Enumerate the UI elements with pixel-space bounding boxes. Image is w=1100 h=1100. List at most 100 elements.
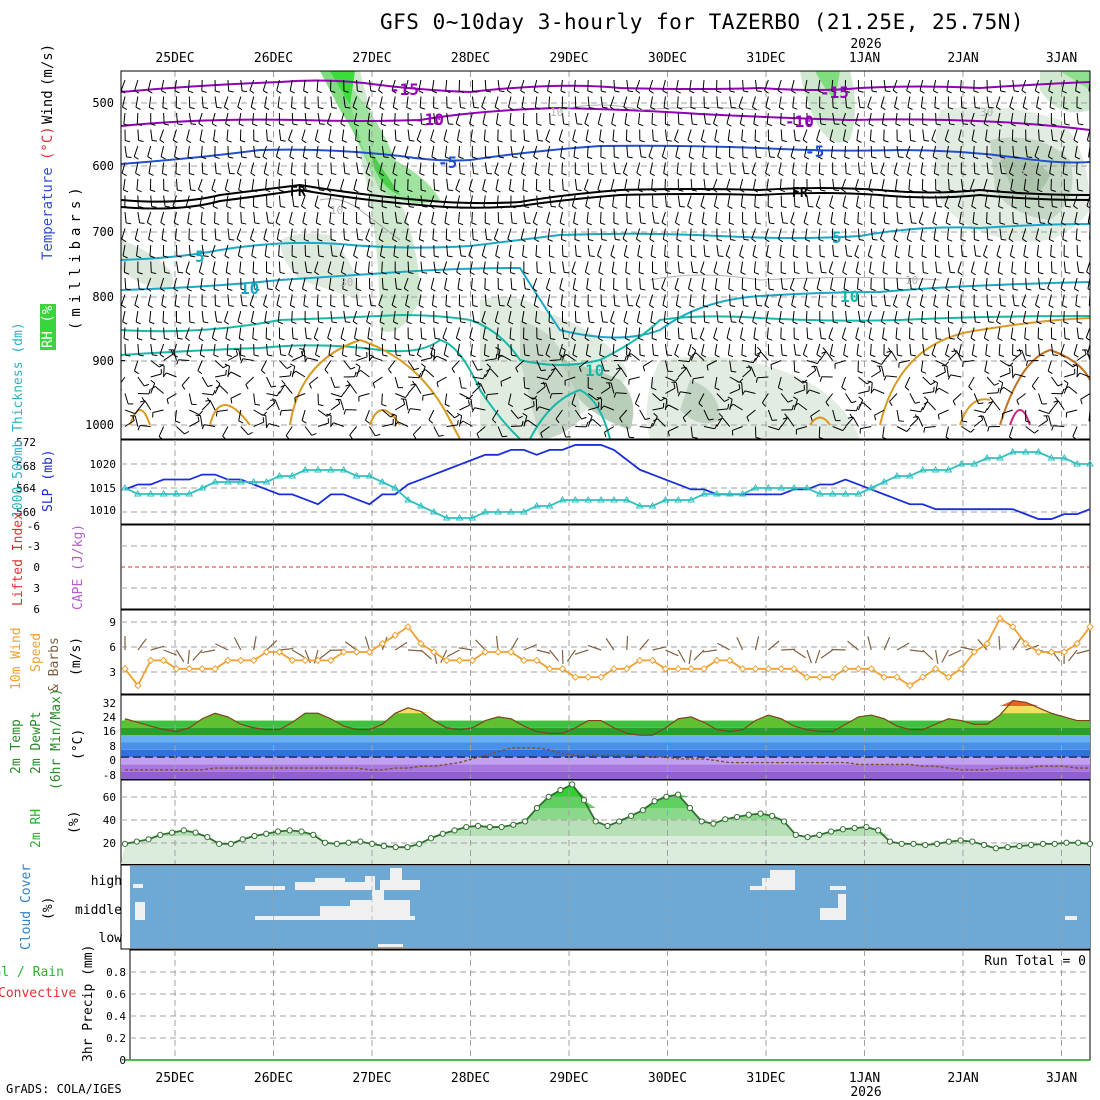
- upper-wind-barb: [742, 294, 745, 306]
- upper-wind-barb-flag: [910, 354, 916, 357]
- upper-wind-barb: [662, 79, 666, 91]
- upper-wind-barb-flag: [137, 425, 141, 431]
- upper-wind-barb-flag: [407, 189, 413, 192]
- upper-wind-barb: [918, 211, 924, 223]
- upper-wind-barb-flag: [434, 189, 440, 192]
- upper-wind-barb-flag: [316, 222, 322, 226]
- upper-wind-barb: [393, 178, 396, 191]
- upper-wind-barb: [986, 310, 990, 322]
- upper-wind-barb-flag: [688, 288, 694, 292]
- upper-wind-barb: [1012, 353, 1022, 361]
- upper-wind-barb: [406, 96, 409, 108]
- upper-wind-barb: [806, 112, 809, 125]
- contour-label: 10: [1020, 168, 1033, 181]
- upper-wind-barb-flag: [1024, 272, 1030, 275]
- upper-wind-barb: [158, 426, 165, 437]
- upper-wind-barb: [379, 96, 383, 108]
- upper-wind-barb-flag: [303, 238, 310, 242]
- upper-wind-barb: [778, 228, 782, 240]
- upper-wind-barb-flag: [624, 255, 629, 259]
- dewpt-label: 2m DewPt: [29, 711, 44, 774]
- upper-wind-barb: [690, 178, 693, 191]
- upper-wind-barb: [845, 244, 848, 256]
- upper-wind-barb-flag: [856, 205, 862, 209]
- wind-barb: [781, 648, 796, 651]
- upper-wind-barb: [573, 145, 576, 157]
- pressure-tick: 700: [92, 225, 114, 239]
- upper-wind-barb-flag: [937, 414, 940, 420]
- upper-wind-barb: [739, 244, 744, 256]
- upper-wind-barb: [245, 376, 255, 386]
- upper-wind-barb: [444, 145, 448, 157]
- upper-wind-barb-flag: [289, 156, 295, 160]
- upper-wind-barb-flag: [1035, 90, 1040, 94]
- wind-barb: [977, 639, 988, 651]
- upper-wind-barb-flag: [615, 172, 621, 175]
- upper-wind-barb: [549, 327, 551, 339]
- rh-tick: 60: [103, 791, 116, 804]
- upper-wind-barb: [213, 277, 216, 290]
- wind-barb: [510, 637, 519, 651]
- upper-wind-barb: [882, 327, 885, 339]
- upper-wind-barb-flag: [225, 189, 230, 193]
- upper-wind-barb-flag: [291, 321, 297, 325]
- upper-wind-barb: [909, 211, 913, 223]
- upper-wind-barb-flag: [447, 255, 453, 258]
- upper-wind-barb-flag: [203, 255, 209, 258]
- upper-wind-barb: [199, 415, 203, 427]
- upper-wind-barb: [484, 294, 487, 306]
- upper-wind-barb: [122, 310, 126, 322]
- upper-wind-barb-flag: [843, 288, 849, 292]
- upper-wind-barb: [817, 145, 821, 157]
- upper-wind-barb-flag: [495, 321, 500, 325]
- upper-wind-barb-flag: [640, 222, 646, 225]
- upper-wind-barb-flag: [216, 106, 222, 109]
- upper-wind-barb-flag: [200, 222, 206, 226]
- upper-wind-barb-flag: [159, 353, 165, 358]
- upper-wind-barb-flag: [948, 321, 954, 324]
- upper-wind-barb: [1050, 376, 1059, 387]
- upper-wind-barb: [933, 79, 937, 91]
- upper-wind-barb-flag: [199, 271, 204, 276]
- thickness-point: [1086, 460, 1094, 467]
- upper-wind-barb-flag: [1024, 123, 1030, 127]
- upper-wind-barb: [159, 277, 165, 289]
- upper-wind-barb-flag: [1016, 399, 1020, 405]
- wind-barb: [867, 636, 872, 651]
- upper-wind-barb-flag: [934, 107, 940, 110]
- rh2m-point: [580, 797, 588, 804]
- upper-wind-barb-flag: [213, 139, 219, 143]
- upper-wind-barb-flag: [769, 156, 775, 159]
- upper-wind-barb-flag: [934, 321, 940, 325]
- upper-wind-barb-flag: [736, 381, 742, 384]
- upper-wind-barb-flag: [885, 304, 891, 307]
- wind-barb: [192, 649, 203, 661]
- upper-wind-barb-flag: [985, 354, 991, 358]
- upper-wind-barb: [703, 426, 715, 430]
- upper-wind-barb-flag: [996, 106, 1001, 111]
- upper-wind-barb: [201, 96, 204, 108]
- upper-wind-barb-flag: [753, 189, 759, 193]
- upper-wind-barb: [535, 244, 538, 257]
- upper-wind-barb: [121, 294, 126, 306]
- wind10m_speed-point: [1047, 648, 1056, 656]
- upper-wind-barb-flag: [1012, 140, 1018, 143]
- upper-wind-barb-flag: [674, 353, 680, 358]
- upper-wind-barb-flag: [880, 106, 886, 111]
- upper-wind-barb: [716, 244, 719, 256]
- upper-wind-barb-flag: [551, 205, 557, 208]
- upper-wind-barb-flag: [125, 288, 131, 291]
- upper-wind-barb-flag: [1010, 189, 1016, 193]
- upper-wind-barb: [752, 244, 756, 256]
- upper-wind-barb-flag: [1009, 321, 1015, 325]
- upper-wind-barb-flag: [317, 173, 323, 176]
- upper-wind-barb-flag: [1052, 205, 1058, 208]
- upper-wind-barb-flag: [511, 354, 517, 357]
- upper-wind-barb-flag: [187, 288, 192, 292]
- upper-wind-barb-flag: [945, 288, 951, 292]
- upper-wind-barb: [161, 79, 165, 91]
- upper-wind-barb-flag: [844, 90, 851, 93]
- upper-wind-barb: [715, 211, 718, 223]
- upper-wind-barb-flag: [1062, 238, 1068, 242]
- upper-wind-barb-flag: [470, 139, 476, 143]
